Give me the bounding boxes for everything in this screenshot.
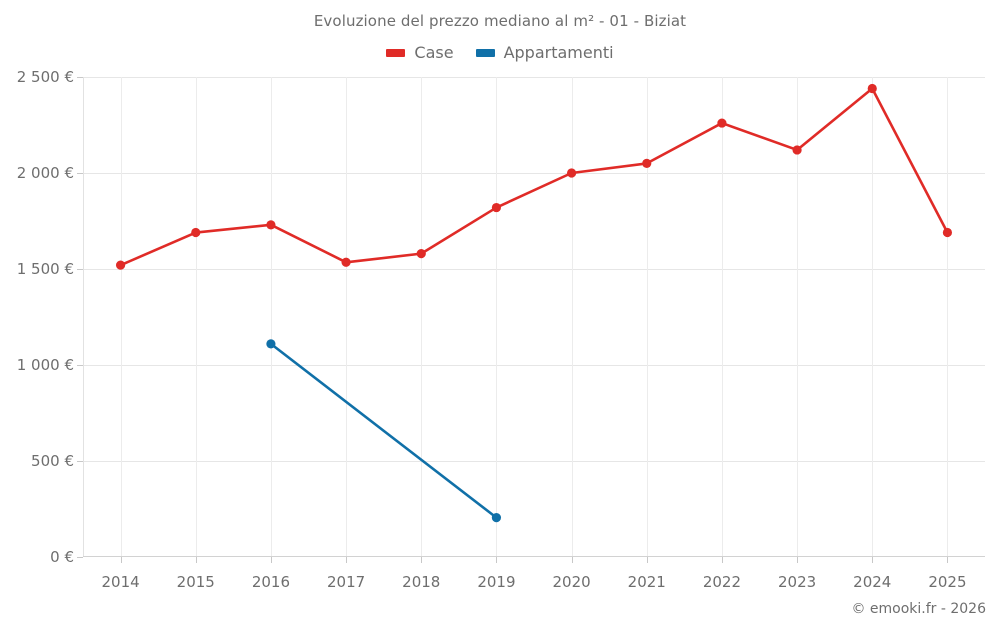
legend-swatch-icon [475,48,495,57]
x-tick-label: 2020 [552,573,591,591]
x-tick-mark [346,557,348,563]
x-tick-label: 2024 [853,573,892,591]
data-point-marker[interactable] [792,145,802,155]
y-tick-label: 1 500 € [16,260,74,278]
data-point-marker[interactable] [266,339,276,349]
gridline-horizontal [83,173,985,174]
gridline-vertical [797,77,799,557]
copyright-footer: © emooki.fr - 2026 [851,601,986,617]
x-tick-label: 2017 [326,573,366,591]
x-tick-mark [421,557,423,563]
x-tick-label: 2019 [477,573,516,591]
y-tick-label: 2 500 € [16,68,74,86]
data-point-marker[interactable] [191,227,201,238]
chart-legend: Case Appartamenti [0,43,1000,62]
legend-swatch-icon [386,48,406,57]
legend-item-case[interactable]: Case [386,43,454,62]
plot-area: 2014 2015 2016 2017 2018 2019 2020 2021 2022 2023… [83,77,985,591]
x-axis-line [83,556,985,557]
x-tick-mark [797,557,799,563]
gridline-vertical [571,77,573,557]
data-point-marker[interactable] [491,513,502,523]
data-point-marker[interactable] [867,83,877,94]
x-tick-mark [571,557,573,563]
gridline-vertical [120,77,122,557]
y-tick-label: 1 000 € [16,356,74,374]
series-layer [115,83,953,523]
y-tick-label: 2 000 € [16,164,74,182]
y-tick-label: 500 € [31,452,74,470]
gridline-vertical [721,77,723,557]
x-tick-mark [646,557,648,563]
legend-label: Case [414,43,454,62]
data-point-marker[interactable] [942,227,953,238]
legend-label: Appartamenti [503,43,614,62]
gridline-horizontal [83,269,985,270]
chart-title: Evoluzione del prezzo mediano al m² - 01… [313,12,687,30]
series-line-case [119,87,949,267]
gridline-vertical [195,77,197,557]
x-tick-label: 2023 [777,573,817,591]
x-tick-mark [270,557,272,563]
gridline-vertical [947,77,949,557]
data-point-marker[interactable] [341,257,351,267]
data-point-marker[interactable] [491,202,502,213]
x-tick-mark [872,557,874,563]
gridline-vertical [496,77,498,557]
series-line-appartamenti [269,342,498,519]
y-tick-mark [77,557,83,558]
y-axis-line [83,77,84,557]
y-tick-mark [77,365,83,366]
data-point-marker[interactable] [416,249,426,259]
x-tick-mark [721,557,723,563]
gridline-horizontal [83,77,985,78]
gridline-horizontal [83,365,985,366]
gridline-vertical [872,77,874,557]
legend-item-appartamenti[interactable]: Appartamenti [475,43,614,62]
gridline-vertical [270,77,272,557]
x-tick-mark [120,557,122,563]
data-point-marker[interactable] [642,158,652,168]
x-tick-mark [947,557,949,563]
data-point-marker[interactable] [115,260,126,270]
x-tick-label: 2025 [928,573,967,591]
gridline-vertical [646,77,648,557]
y-tick-mark [77,173,83,174]
x-tick-label: 2016 [251,573,290,591]
data-point-marker[interactable] [566,168,577,178]
y-tick-mark [77,461,83,462]
x-tick-label: 2014 [101,573,140,591]
data-point-marker[interactable] [266,220,276,230]
x-tick-mark [496,557,498,563]
y-tick-mark [77,269,83,270]
x-tick-label: 2022 [702,573,741,591]
y-tick-mark [77,77,83,78]
x-tick-mark [195,557,197,563]
x-tick-label: 2015 [176,573,215,591]
data-point-marker[interactable] [717,118,727,128]
gridline-horizontal [83,461,985,462]
x-tick-label: 2021 [627,573,666,591]
gridline-vertical [346,77,348,557]
gridline-vertical [421,77,423,557]
x-tick-label: 2018 [402,573,441,591]
y-tick-label: 0 € [50,548,74,566]
